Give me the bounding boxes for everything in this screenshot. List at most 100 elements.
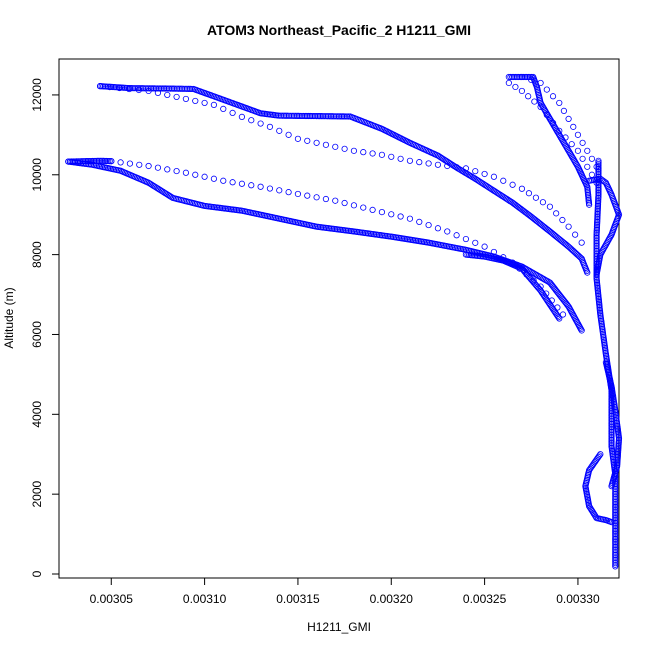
data-point bbox=[608, 423, 615, 431]
data-point bbox=[151, 85, 158, 92]
data-point bbox=[192, 97, 199, 105]
data-point bbox=[593, 268, 600, 276]
data-point bbox=[490, 173, 498, 180]
data-point bbox=[290, 112, 297, 119]
data-point bbox=[182, 95, 190, 103]
data-point bbox=[512, 73, 519, 81]
data-point bbox=[518, 73, 526, 81]
data-point bbox=[543, 86, 550, 93]
data-point bbox=[313, 194, 320, 201]
data-point bbox=[160, 85, 168, 92]
data-point bbox=[612, 508, 619, 515]
y-tick-label: 10000 bbox=[30, 158, 44, 192]
data-point bbox=[553, 210, 560, 217]
data-point bbox=[595, 177, 602, 184]
data-point bbox=[126, 85, 133, 93]
data-point bbox=[192, 171, 199, 178]
data-point bbox=[559, 311, 567, 318]
data-point bbox=[612, 538, 619, 546]
data-point bbox=[612, 561, 619, 568]
data-point bbox=[182, 169, 190, 176]
data-point bbox=[593, 242, 600, 250]
data-point bbox=[116, 84, 123, 92]
data-point bbox=[462, 235, 470, 243]
data-point bbox=[556, 315, 563, 322]
data-point bbox=[612, 534, 619, 541]
data-point bbox=[509, 73, 516, 81]
data-point bbox=[162, 85, 169, 92]
data-point bbox=[238, 113, 246, 120]
data-point bbox=[608, 439, 615, 447]
data-point bbox=[612, 510, 619, 517]
data-point bbox=[66, 158, 74, 165]
data-point bbox=[505, 79, 512, 87]
data-point bbox=[588, 171, 596, 178]
series-dense-mid-branch bbox=[462, 251, 563, 322]
data-point bbox=[612, 490, 619, 498]
data-point bbox=[327, 113, 335, 120]
data-point bbox=[310, 112, 317, 120]
x-tick-label: 0.00310 bbox=[183, 592, 227, 606]
data-point bbox=[612, 550, 619, 557]
data-point bbox=[157, 85, 164, 92]
data-point bbox=[229, 109, 236, 117]
data-point bbox=[326, 113, 333, 120]
data-point bbox=[170, 85, 177, 92]
data-point bbox=[584, 147, 591, 154]
data-point bbox=[593, 270, 600, 277]
data-point bbox=[145, 162, 152, 170]
data-point bbox=[612, 522, 619, 530]
data-point bbox=[593, 259, 600, 266]
data-point bbox=[238, 180, 246, 187]
data-point bbox=[608, 441, 615, 448]
data-point bbox=[612, 495, 619, 502]
data-point bbox=[579, 155, 586, 162]
data-point bbox=[612, 503, 619, 511]
data-point bbox=[308, 112, 315, 120]
data-point bbox=[612, 532, 619, 539]
data-point bbox=[169, 85, 176, 92]
data-point bbox=[180, 85, 187, 92]
data-point bbox=[339, 113, 346, 120]
data-point bbox=[595, 159, 602, 166]
data-point bbox=[313, 112, 320, 120]
data-point bbox=[173, 167, 180, 175]
data-point bbox=[76, 158, 84, 165]
data-point bbox=[173, 93, 180, 101]
data-point bbox=[612, 537, 619, 544]
data-point bbox=[378, 151, 386, 158]
data-point bbox=[549, 93, 557, 100]
series-dense-loop bbox=[582, 451, 615, 526]
data-point bbox=[188, 85, 195, 93]
data-point bbox=[612, 511, 619, 519]
data-point bbox=[612, 563, 619, 570]
data-point bbox=[584, 269, 591, 276]
data-point bbox=[510, 73, 517, 81]
data-point bbox=[321, 113, 328, 120]
data-point bbox=[593, 231, 600, 238]
data-point bbox=[145, 87, 152, 95]
data-point bbox=[612, 540, 619, 547]
data-point bbox=[164, 85, 171, 92]
data-point bbox=[345, 113, 352, 120]
x-tick-label: 0.00305 bbox=[90, 592, 134, 606]
data-point bbox=[593, 254, 600, 261]
data-point bbox=[292, 112, 299, 119]
data-point bbox=[154, 89, 162, 97]
data-point bbox=[311, 112, 319, 120]
data-point bbox=[329, 113, 336, 120]
x-axis: 0.00305 0.00310 0.00315 0.00320 0.00325 0.003… bbox=[90, 577, 600, 606]
y-tick-label: 0 bbox=[30, 570, 44, 577]
data-point bbox=[505, 73, 512, 81]
data-point bbox=[593, 239, 600, 246]
data-point bbox=[565, 223, 572, 230]
data-point bbox=[444, 162, 451, 170]
data-point bbox=[546, 203, 554, 210]
data-point bbox=[612, 548, 619, 555]
data-point bbox=[71, 158, 79, 165]
data-point bbox=[78, 158, 85, 165]
data-point bbox=[608, 438, 615, 445]
data-point bbox=[178, 85, 186, 92]
data-point bbox=[416, 218, 423, 225]
